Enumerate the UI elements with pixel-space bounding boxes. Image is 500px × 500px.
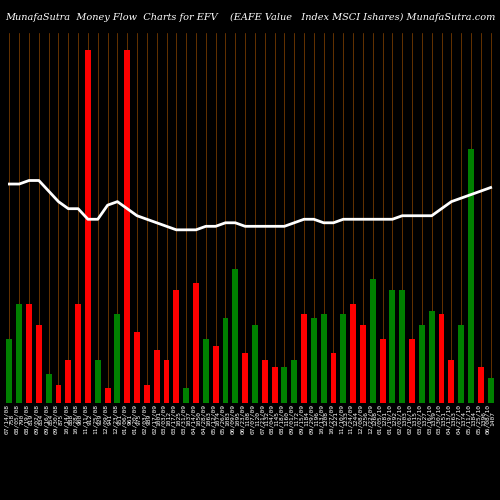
Bar xyxy=(360,325,366,402)
Bar xyxy=(478,368,484,402)
Bar xyxy=(429,311,434,402)
Bar xyxy=(350,304,356,402)
Bar xyxy=(222,318,228,402)
Bar xyxy=(438,314,444,402)
Bar xyxy=(26,304,32,402)
Bar xyxy=(468,149,474,403)
Bar xyxy=(144,385,150,402)
Bar xyxy=(400,290,405,403)
Bar xyxy=(36,325,42,402)
Bar xyxy=(203,339,209,402)
Bar xyxy=(380,339,386,402)
Bar xyxy=(183,388,189,402)
Bar xyxy=(104,388,110,402)
Bar xyxy=(6,339,12,402)
Bar xyxy=(448,360,454,403)
Bar xyxy=(16,304,22,402)
Bar xyxy=(488,378,494,402)
Bar xyxy=(409,339,415,402)
Bar xyxy=(370,279,376,402)
Bar xyxy=(282,368,288,402)
Bar xyxy=(193,282,199,403)
Bar xyxy=(419,325,425,402)
Bar xyxy=(212,346,218,403)
Bar xyxy=(124,50,130,403)
Bar xyxy=(340,314,346,402)
Bar xyxy=(85,50,91,403)
Bar xyxy=(174,290,180,403)
Bar xyxy=(291,360,297,403)
Bar xyxy=(262,360,268,403)
Bar xyxy=(164,360,170,403)
Bar xyxy=(320,314,326,402)
Bar xyxy=(272,368,278,402)
Bar xyxy=(311,318,317,402)
Bar xyxy=(390,290,396,403)
Bar xyxy=(66,360,71,403)
Bar xyxy=(75,304,81,402)
Bar xyxy=(252,325,258,402)
Text: (EAFE Value   Index MSCI Ishares) MunafaSutra.com: (EAFE Value Index MSCI Ishares) MunafaSu… xyxy=(230,12,495,22)
Bar xyxy=(114,314,120,402)
Bar xyxy=(46,374,52,402)
Bar xyxy=(232,268,238,402)
Bar xyxy=(154,350,160,403)
Bar xyxy=(458,325,464,402)
Bar xyxy=(301,314,307,402)
Bar xyxy=(330,353,336,403)
Bar xyxy=(95,360,100,403)
Bar xyxy=(56,385,62,402)
Bar xyxy=(242,353,248,403)
Text: MunafaSutra  Money Flow  Charts for EFV: MunafaSutra Money Flow Charts for EFV xyxy=(5,12,218,22)
Bar xyxy=(134,332,140,402)
